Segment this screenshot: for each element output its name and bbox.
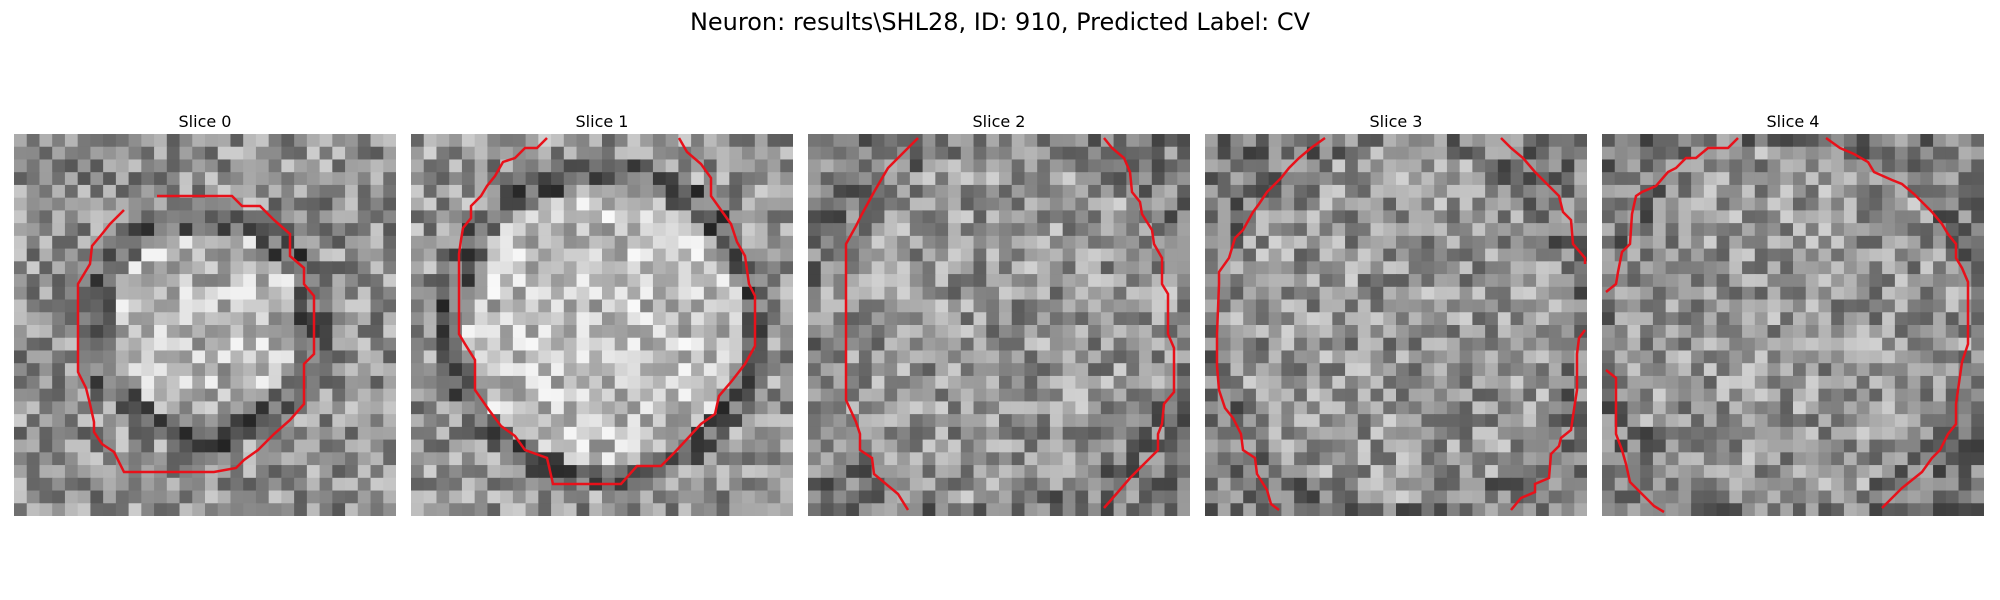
slice-canvas-0 xyxy=(14,134,396,516)
slice-image-2 xyxy=(808,134,1190,516)
contour-3-right-lower xyxy=(1510,329,1586,511)
contour-0 xyxy=(76,194,316,474)
slice-panel-1: Slice 1 xyxy=(411,110,793,516)
contour-4-right xyxy=(1825,136,1970,509)
slice-title-0: Slice 0 xyxy=(178,112,232,131)
slice-panel-3: Slice 3 xyxy=(1205,110,1587,516)
slice-image-1 xyxy=(411,134,793,516)
contour-4-left xyxy=(1605,137,1739,293)
slice-panel-2: Slice 2 xyxy=(808,110,1190,516)
slice-image-0 xyxy=(14,134,396,516)
figure-title: Neuron: results\SHL28, ID: 910, Predicte… xyxy=(689,8,1311,36)
slice-title-4: Slice 4 xyxy=(1766,112,1820,131)
slice-canvas-4 xyxy=(1602,134,1984,516)
contour-2-left xyxy=(844,137,919,511)
slice-title-3: Slice 3 xyxy=(1369,112,1423,131)
slice-panel-0: Slice 0 xyxy=(14,110,396,516)
contour-2-right xyxy=(1103,137,1176,509)
contour-4-left-lower xyxy=(1605,369,1665,514)
slice-image-3 xyxy=(1205,134,1587,516)
slice-title-2: Slice 2 xyxy=(972,112,1026,131)
slice-title-1: Slice 1 xyxy=(575,112,629,131)
slice-panel-4: Slice 4 xyxy=(1602,110,1984,516)
contour-1-left xyxy=(457,137,757,486)
slice-canvas-1 xyxy=(411,134,793,516)
slice-image-4 xyxy=(1602,134,1984,516)
contour-3-left xyxy=(1215,136,1326,511)
slice-canvas-3 xyxy=(1205,134,1587,516)
slice-canvas-2 xyxy=(808,134,1190,516)
contour-3-right xyxy=(1500,137,1587,264)
